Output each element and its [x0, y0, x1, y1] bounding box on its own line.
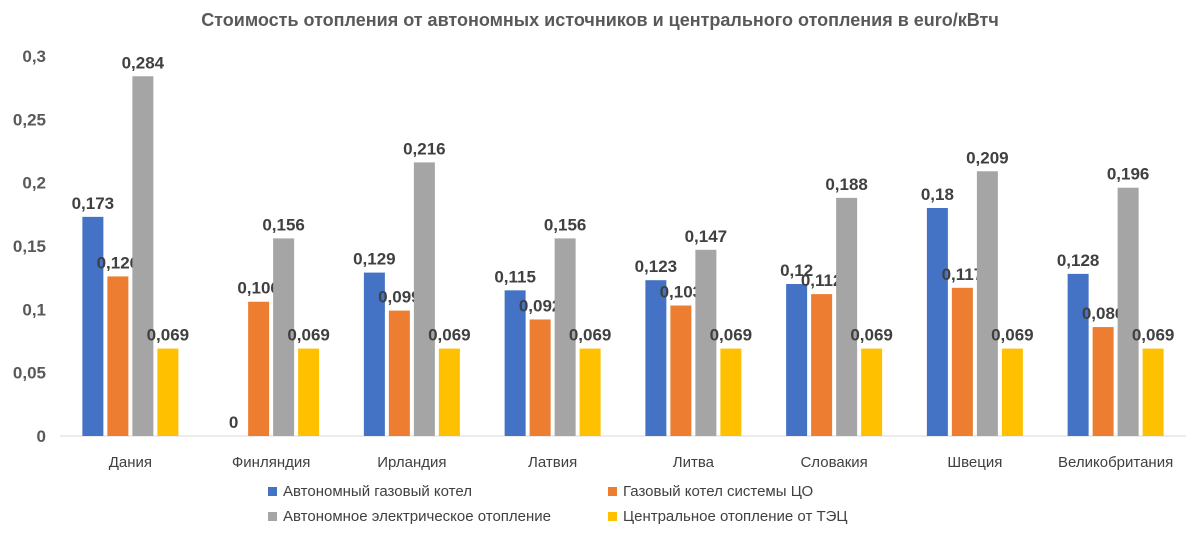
- data-label: 0,069: [710, 326, 753, 345]
- data-label: 0,147: [685, 227, 728, 246]
- bar: [579, 348, 601, 436]
- x-tick-label: Словакия: [800, 454, 867, 471]
- data-label: 0,069: [569, 326, 612, 345]
- data-label: 0,117: [942, 265, 984, 284]
- data-label: 0,188: [825, 175, 868, 194]
- x-tick-label: Великобритания: [1058, 454, 1173, 471]
- bar: [976, 171, 998, 436]
- bar: [413, 162, 435, 436]
- data-label: 0,086: [1082, 304, 1125, 323]
- bar: [388, 310, 410, 436]
- data-label: 0,156: [262, 215, 305, 234]
- bar: [861, 348, 883, 436]
- x-tick-label: Швеция: [947, 454, 1002, 471]
- legend-item: Автономное электрическое отопление: [268, 508, 608, 525]
- bar: [363, 272, 385, 436]
- bar: [811, 294, 833, 436]
- data-label: 0,099: [378, 288, 421, 307]
- legend: Автономный газовый котел Газовый котел с…: [268, 483, 908, 525]
- data-label: 0,069: [850, 326, 893, 345]
- bar: [529, 319, 551, 436]
- y-tick-label: 0,05: [13, 364, 46, 383]
- bar: [951, 287, 973, 436]
- data-label: 0,284: [122, 53, 165, 72]
- bar: [157, 348, 179, 436]
- chart-title: Стоимость отопления от автономных источн…: [201, 10, 999, 30]
- legend-item: Автономный газовый котел: [268, 483, 608, 500]
- data-label: 0,092: [519, 296, 562, 315]
- legend-label: Центральное отопление от ТЭЦ: [623, 508, 848, 525]
- y-tick-label: 0,25: [13, 110, 46, 129]
- legend-label: Автономный газовый котел: [283, 483, 472, 500]
- bar: [438, 348, 460, 436]
- bar: [1117, 187, 1139, 436]
- data-label: 0,216: [403, 139, 446, 158]
- data-label: 0,173: [72, 194, 115, 213]
- bar: [1067, 273, 1089, 436]
- legend-item: Центральное отопление от ТЭЦ: [608, 508, 908, 525]
- data-label: 0,128: [1057, 251, 1100, 270]
- data-label: 0,069: [147, 326, 190, 345]
- data-label: 0,069: [1132, 326, 1175, 345]
- bar: [273, 238, 295, 436]
- data-label: 0,12: [780, 261, 813, 280]
- data-label: 0,069: [991, 326, 1034, 345]
- bar: [645, 280, 667, 436]
- bar: [554, 238, 576, 436]
- legend-label: Автономное электрическое отопление: [283, 508, 552, 525]
- data-label: 0,123: [635, 257, 678, 276]
- bar: [720, 348, 742, 436]
- data-label: 0,115: [494, 267, 536, 286]
- legend-swatch: [608, 512, 617, 521]
- y-tick-label: 0,15: [13, 237, 46, 256]
- data-label: 0,106: [237, 279, 280, 298]
- bar: [107, 276, 129, 436]
- legend-swatch: [608, 487, 617, 496]
- x-tick-label: Дания: [109, 454, 152, 471]
- bar: [132, 76, 154, 437]
- data-label: 0,103: [660, 283, 703, 302]
- legend-swatch: [268, 487, 277, 496]
- legend-swatch: [268, 512, 277, 521]
- legend-label: Газовый котел системы ЦО: [623, 483, 814, 500]
- data-label: 0,069: [428, 326, 471, 345]
- bar: [786, 284, 808, 436]
- bar: [926, 208, 948, 436]
- x-tick-label: Ирландия: [377, 454, 446, 471]
- data-label: 0: [229, 413, 238, 432]
- bar: [1092, 327, 1114, 436]
- y-tick-label: 0: [37, 427, 46, 446]
- bar: [1001, 348, 1023, 436]
- data-label: 0,129: [353, 250, 396, 269]
- x-tick-label: Финляндия: [232, 454, 310, 471]
- bar: [695, 249, 717, 436]
- bar: [298, 348, 320, 436]
- bar: [504, 290, 526, 436]
- y-tick-label: 0,2: [22, 174, 46, 193]
- data-label: 0,156: [544, 215, 587, 234]
- data-label: 0,18: [921, 185, 954, 204]
- data-label: 0,209: [966, 148, 1009, 167]
- bar: [670, 305, 692, 436]
- x-tick-label: Латвия: [528, 454, 577, 471]
- bar: [248, 301, 270, 436]
- y-tick-label: 0,3: [22, 47, 46, 66]
- legend-item: Газовый котел системы ЦО: [608, 483, 908, 500]
- data-label: 0,069: [287, 326, 330, 345]
- bar: [836, 197, 858, 436]
- bar: [82, 216, 104, 436]
- x-tick-label: Литва: [673, 454, 715, 471]
- bar: [1142, 348, 1164, 436]
- y-tick-label: 0,1: [22, 300, 46, 319]
- data-label: 0,196: [1107, 165, 1150, 184]
- data-label: 0,126: [97, 253, 140, 272]
- data-label: 0,112: [801, 271, 843, 290]
